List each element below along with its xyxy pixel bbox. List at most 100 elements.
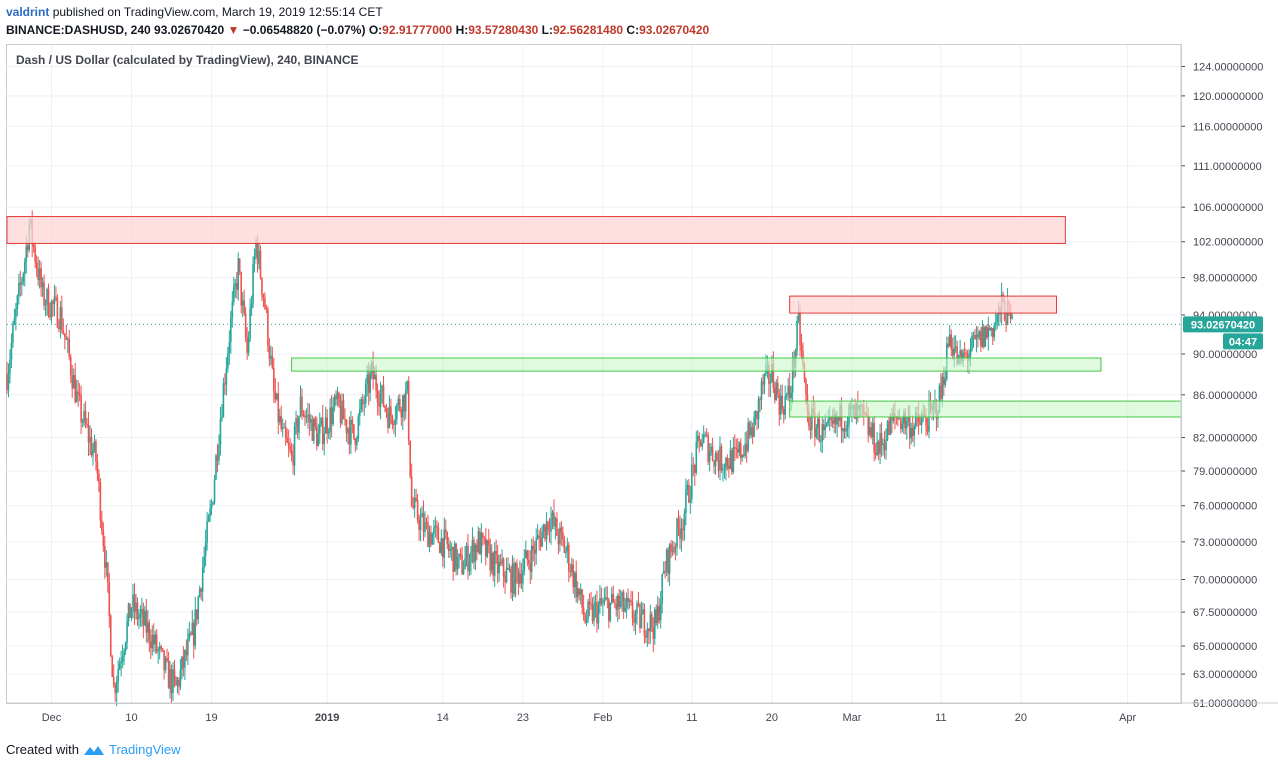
candle-body [538, 535, 540, 538]
candle-body [711, 446, 714, 461]
candle-body [225, 368, 228, 385]
candle-body [594, 602, 597, 605]
symbol-label[interactable]: BINANCE:DASHUSD, 240 [6, 23, 151, 37]
candle-body [384, 406, 386, 409]
candle-body [661, 573, 663, 604]
candle-body [495, 551, 497, 554]
candle-body [77, 391, 79, 394]
candle-body [597, 605, 600, 624]
candle-body [462, 569, 465, 574]
price-tags: 93.02670420 04:47 [7, 316, 1263, 350]
candle-body [496, 553, 499, 574]
x-tick-label: Mar [842, 712, 861, 724]
candle-body [653, 609, 656, 639]
candle-body [969, 350, 972, 357]
candle-body [147, 622, 149, 633]
x-tick-label: 10 [125, 712, 137, 724]
candle-body [738, 443, 741, 453]
candle-body [191, 622, 194, 635]
candle-body [612, 594, 615, 603]
author-link[interactable]: valdrint [6, 5, 50, 19]
candle-body [490, 552, 493, 571]
candle-body [7, 373, 10, 391]
candle-body [903, 412, 905, 424]
candle-body [361, 399, 364, 404]
candle-body [307, 414, 309, 416]
candle-body [253, 256, 256, 264]
chart-title: Dash / US Dollar (calculated by TradingV… [16, 53, 359, 67]
candle-body [741, 455, 744, 458]
candle-body [791, 358, 794, 393]
candle-body [662, 571, 665, 574]
candle-body [250, 303, 253, 309]
x-tick-label: 23 [517, 712, 529, 724]
candle-body [169, 669, 171, 689]
candle-body [295, 418, 297, 427]
candle-body [649, 614, 652, 632]
y-tick-label: 61.00000000 [1193, 698, 1257, 710]
candle-body [633, 618, 635, 623]
candle-body [824, 426, 827, 430]
candle-body [427, 522, 429, 548]
candle-body [809, 426, 812, 430]
candle-body [419, 517, 422, 531]
candle-body [622, 592, 625, 612]
candle-body [290, 450, 293, 456]
candle-body [613, 602, 616, 604]
candle-body [468, 561, 471, 572]
candle-body [123, 651, 125, 657]
tradingview-brand[interactable]: TradingView [108, 742, 181, 757]
ohlc-legend: BINANCE:DASHUSD, 240 93.02670420 ▼ −0.06… [6, 22, 709, 38]
candle-body [843, 428, 846, 432]
open-label: O: [368, 23, 383, 37]
candle-body [584, 615, 586, 623]
candle-body [65, 337, 68, 340]
candle-body [184, 650, 186, 668]
candle-body [247, 337, 250, 353]
candle-body [846, 425, 849, 429]
candle-body [600, 598, 603, 604]
candle-body [514, 563, 517, 595]
candle-body [206, 521, 208, 543]
candle-body [320, 417, 323, 425]
candle-body [46, 289, 48, 305]
candle-body [314, 418, 317, 427]
candle-body [456, 557, 459, 570]
y-tick-label: 116.00000000 [1193, 121, 1263, 133]
candle-body [483, 537, 486, 539]
candle-body [886, 420, 889, 440]
candle-body [621, 592, 623, 602]
candle-body [771, 363, 773, 382]
candle-body [720, 446, 723, 471]
candle-body [498, 561, 500, 574]
candle-body [132, 594, 134, 609]
candle-body [845, 428, 847, 432]
candle-body [197, 597, 200, 620]
candle-body [118, 663, 121, 670]
candle-body [318, 424, 321, 434]
candle-body [959, 350, 961, 356]
candle-body [187, 639, 189, 656]
candle-body [751, 427, 754, 437]
candle-body [926, 425, 929, 432]
candle-body [619, 601, 622, 607]
candle-body [984, 326, 987, 347]
candle-body [274, 390, 277, 400]
candle-body [47, 289, 50, 316]
candle-body [790, 392, 792, 399]
candle-body [975, 334, 978, 339]
candle-body [86, 423, 88, 426]
candle-body [805, 379, 807, 395]
candle-body [422, 513, 425, 532]
candle-body [505, 567, 508, 583]
candle-body [651, 614, 653, 628]
candle-body [965, 353, 967, 355]
candle-body [732, 447, 735, 473]
candle-body [768, 364, 770, 384]
candle-body [674, 546, 677, 548]
candle-body [329, 407, 331, 432]
candle-body [914, 413, 917, 426]
candle-body [72, 375, 75, 389]
candle-body [735, 447, 738, 450]
